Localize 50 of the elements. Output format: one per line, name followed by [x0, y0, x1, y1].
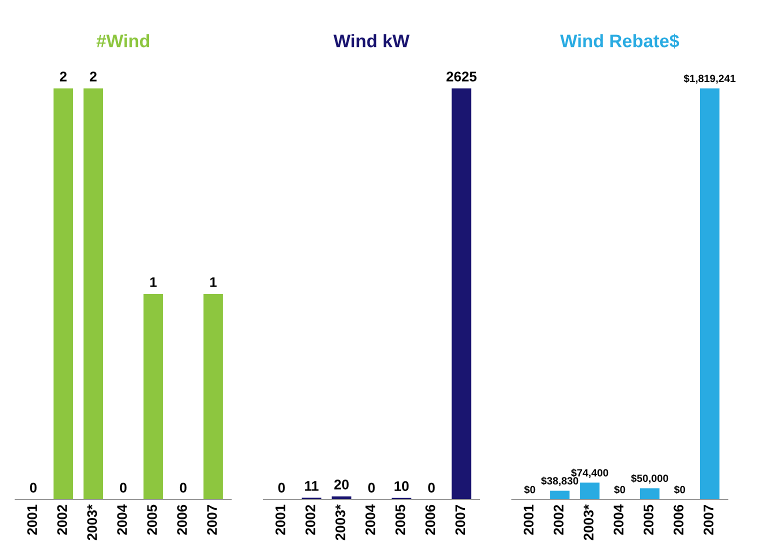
- data-label: $0: [614, 485, 626, 494]
- data-label: 11: [305, 481, 318, 491]
- data-label: 0: [30, 482, 37, 493]
- data-label: $0: [524, 485, 536, 494]
- data-label: 1: [150, 277, 157, 287]
- chart-title: Wind kW: [334, 34, 410, 48]
- x-tick-label: 2005: [644, 504, 654, 535]
- data-label: $38,830: [541, 476, 578, 486]
- x-tick-label: 2002: [57, 504, 68, 535]
- data-label: 0: [278, 482, 285, 493]
- data-label: 2625: [446, 72, 477, 82]
- bar: [452, 88, 472, 500]
- x-tick-label: 2004: [117, 504, 127, 535]
- x-tick-label: 2001: [524, 504, 534, 535]
- x-tick-label: 2002: [305, 504, 316, 535]
- data-label: 0: [180, 482, 187, 493]
- x-tick-label: 2004: [365, 504, 376, 535]
- data-label: 0: [120, 482, 127, 493]
- data-label: 0: [368, 482, 375, 493]
- data-label: 20: [334, 480, 349, 490]
- bar: [550, 490, 570, 500]
- x-tick-label: 2005: [147, 504, 157, 535]
- x-tick-label: 2006: [425, 504, 436, 535]
- x-tick-label: 2007: [207, 504, 217, 535]
- data-label: $50,000: [631, 474, 668, 484]
- x-tick-label: 2006: [674, 504, 684, 535]
- bar: [580, 482, 600, 500]
- chart-title: Wind Rebate$: [560, 34, 680, 49]
- x-tick-label: 2003*: [335, 504, 346, 540]
- x-tick-label: 2005: [395, 504, 406, 535]
- x-tick-label: 2002: [554, 504, 564, 535]
- data-label: $0: [674, 485, 686, 494]
- x-tick-label: 2003*: [87, 504, 98, 540]
- data-label: $74,400: [571, 468, 608, 478]
- bar: [640, 488, 660, 500]
- data-label: 1: [210, 277, 217, 287]
- chart-title: #Wind: [96, 34, 150, 48]
- x-tick-label: 2007: [455, 504, 466, 535]
- data-label: $1,819,241: [684, 74, 736, 84]
- x-tick-label: 2003*: [584, 504, 594, 540]
- x-tick-label: 2006: [177, 504, 187, 535]
- bar: [700, 88, 720, 500]
- x-tick-label: 2004: [614, 504, 624, 535]
- data-label: 2: [60, 72, 67, 82]
- x-tick-label: 2001: [275, 504, 286, 535]
- data-label: 10: [394, 481, 409, 492]
- data-label: 0: [428, 482, 435, 493]
- x-tick-label: 2007: [704, 504, 714, 535]
- data-label: 2: [90, 72, 97, 82]
- x-tick-label: 2001: [27, 504, 38, 535]
